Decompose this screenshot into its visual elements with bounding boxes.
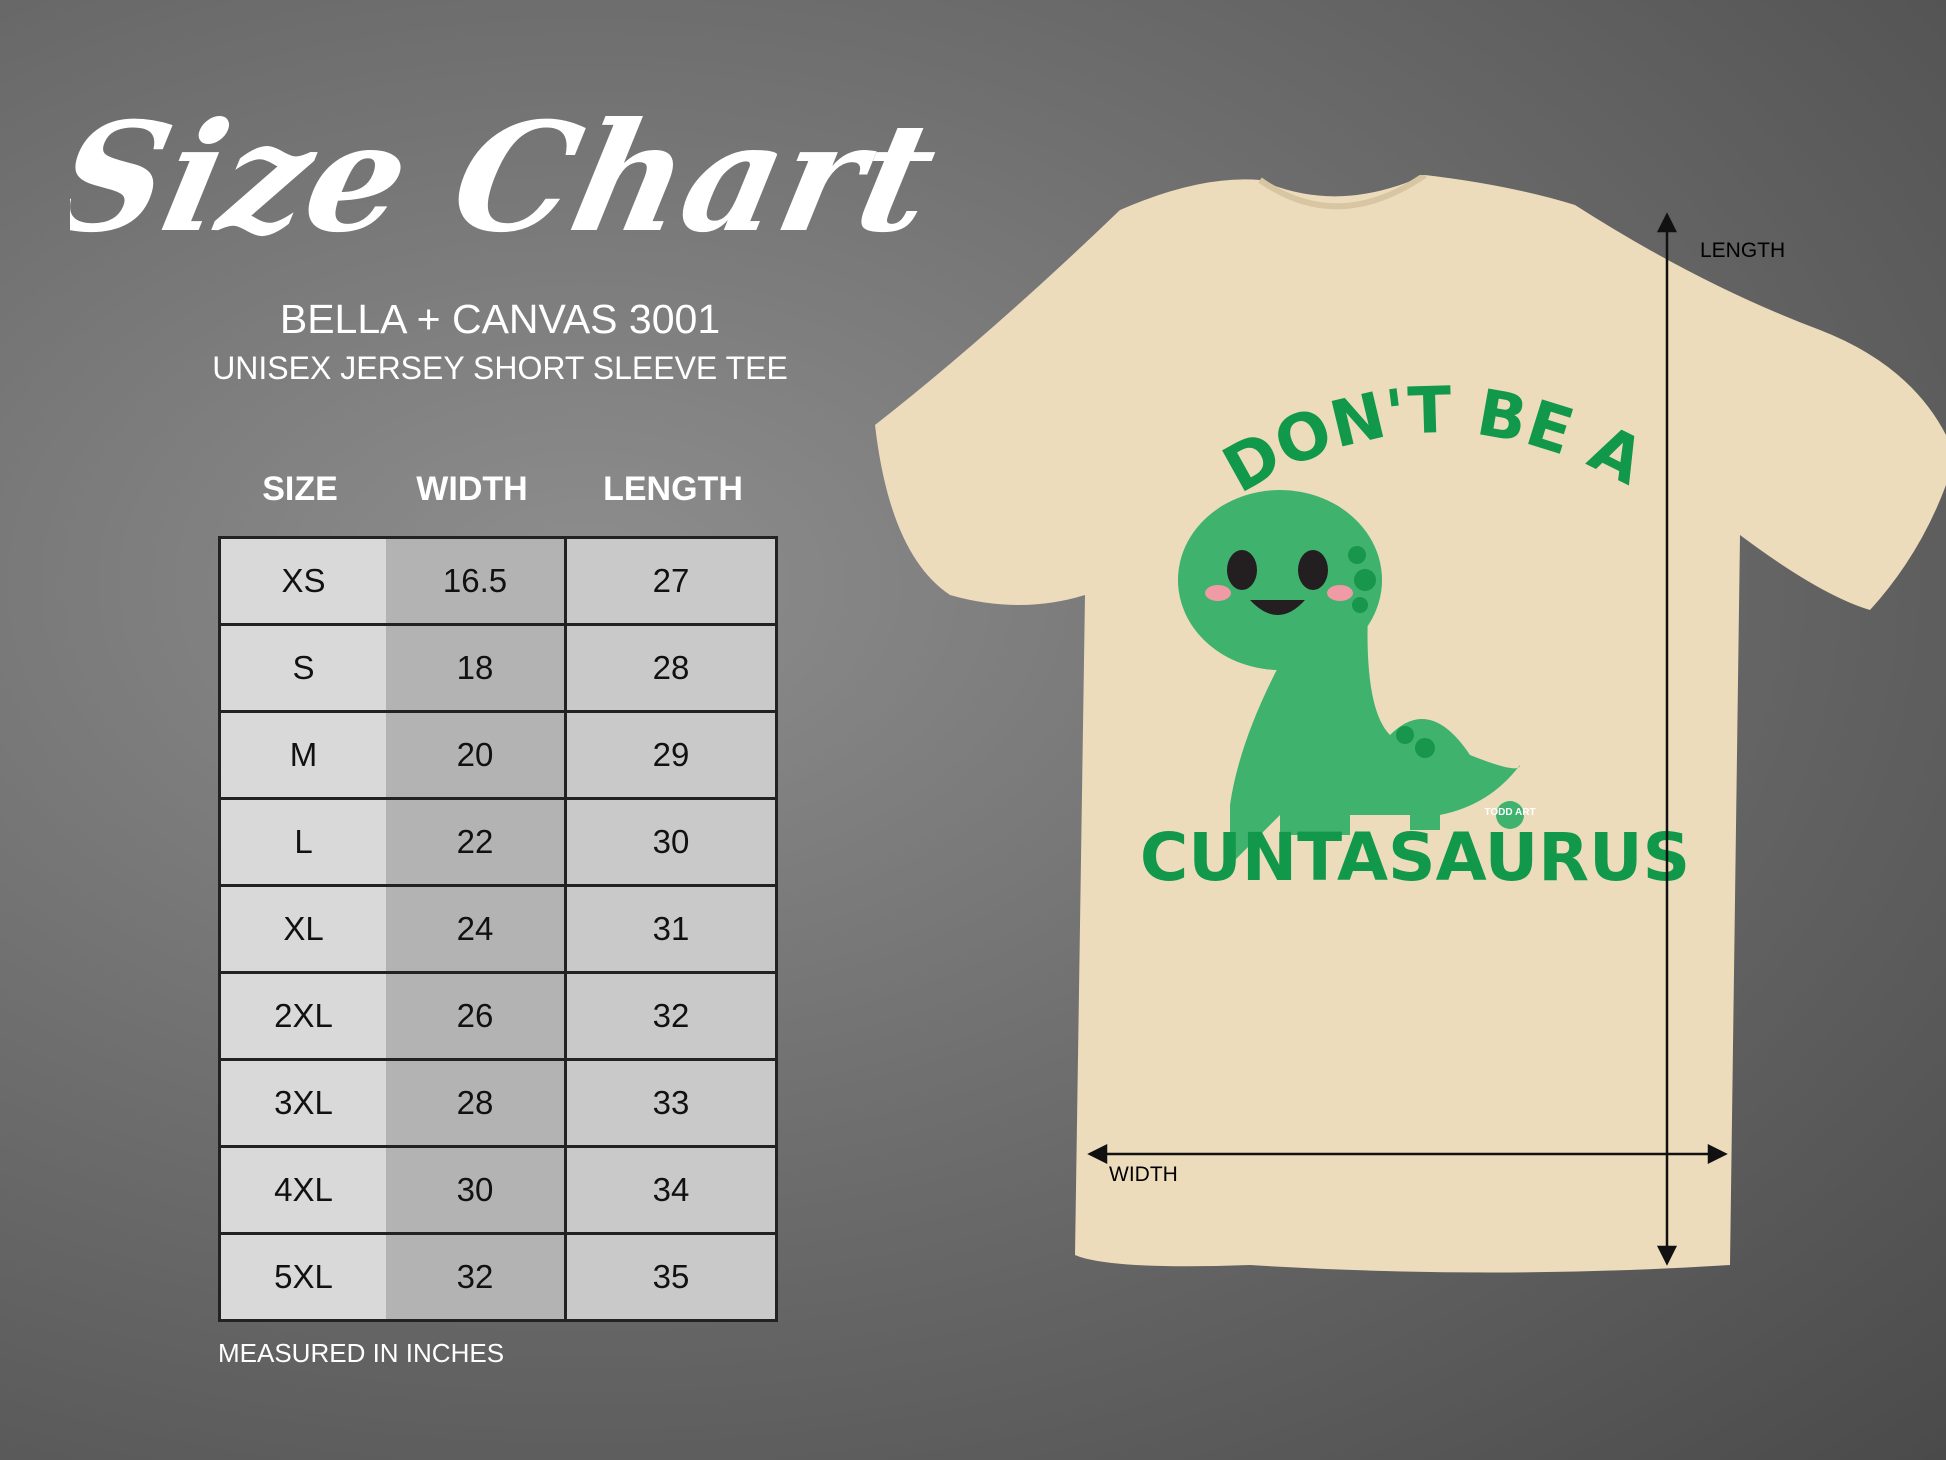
width-cell: 16.5 (386, 536, 567, 626)
tshirt-illustration: DON'T BE A TODD ART CUNTASAURUS LENGTH W… (875, 175, 1946, 1273)
table-row: M 20 29 (218, 710, 778, 800)
product-name: UNISEX JERSEY SHORT SLEEVE TEE (212, 350, 788, 386)
length-cell: 30 (564, 797, 778, 887)
length-cell: 29 (564, 710, 778, 800)
table-row: XS 16.5 27 (218, 536, 778, 626)
length-cell: 35 (564, 1232, 778, 1322)
table-row: S 18 28 (218, 623, 778, 713)
print-bottom-text: CUNTASAURUS (1140, 819, 1690, 896)
size-cell: 5XL (218, 1232, 386, 1322)
width-cell: 32 (386, 1232, 567, 1322)
brand-model: BELLA + CANVAS 3001 (279, 296, 721, 342)
size-cell: 4XL (218, 1145, 386, 1235)
width-cell: 30 (386, 1145, 567, 1235)
size-cell: 2XL (218, 971, 386, 1061)
table-row: 4XL 30 34 (218, 1145, 778, 1235)
length-arrow (1656, 212, 1678, 1266)
size-cell: 3XL (218, 1058, 386, 1148)
width-label: WIDTH (1109, 1163, 1178, 1186)
size-cell: M (218, 710, 386, 800)
artist-logo: TODD ART (1484, 807, 1535, 818)
width-cell: 22 (386, 797, 567, 887)
size-table: XS 16.5 27 S 18 28 M 20 29 L 22 30 XL 24 31 2XL 26 32 3XL 2… (218, 536, 778, 1322)
length-cell: 28 (564, 623, 778, 713)
measurement-note: MEASURED IN INCHES (218, 1338, 505, 1368)
length-cell: 27 (564, 536, 778, 626)
size-cell: XS (218, 536, 386, 626)
length-cell: 34 (564, 1145, 778, 1235)
width-cell: 26 (386, 971, 567, 1061)
width-arrow (1087, 1143, 1728, 1165)
width-cell: 18 (386, 623, 567, 713)
table-row: XL 24 31 (218, 884, 778, 974)
length-cell: 32 (564, 971, 778, 1061)
width-cell: 24 (386, 884, 567, 974)
length-cell: 33 (564, 1058, 778, 1148)
size-cell: L (218, 797, 386, 887)
dinosaur-graphic: TODD ART (1178, 490, 1536, 865)
length-cell: 31 (564, 884, 778, 974)
size-cell: S (218, 623, 386, 713)
width-cell: 20 (386, 710, 567, 800)
table-row: 2XL 26 32 (218, 971, 778, 1061)
table-row: 5XL 32 35 (218, 1232, 778, 1322)
size-cell: XL (218, 884, 386, 974)
length-label: LENGTH (1700, 239, 1785, 262)
width-cell: 28 (386, 1058, 567, 1148)
header-length: LENGTH (603, 470, 743, 508)
header-size: SIZE (262, 470, 338, 508)
size-chart-title: Size Chart (70, 90, 950, 266)
table-row: 3XL 28 33 (218, 1058, 778, 1148)
table-row: L 22 30 (218, 797, 778, 887)
header-width: WIDTH (416, 470, 528, 508)
svg-text:Size Chart: Size Chart (70, 90, 950, 266)
